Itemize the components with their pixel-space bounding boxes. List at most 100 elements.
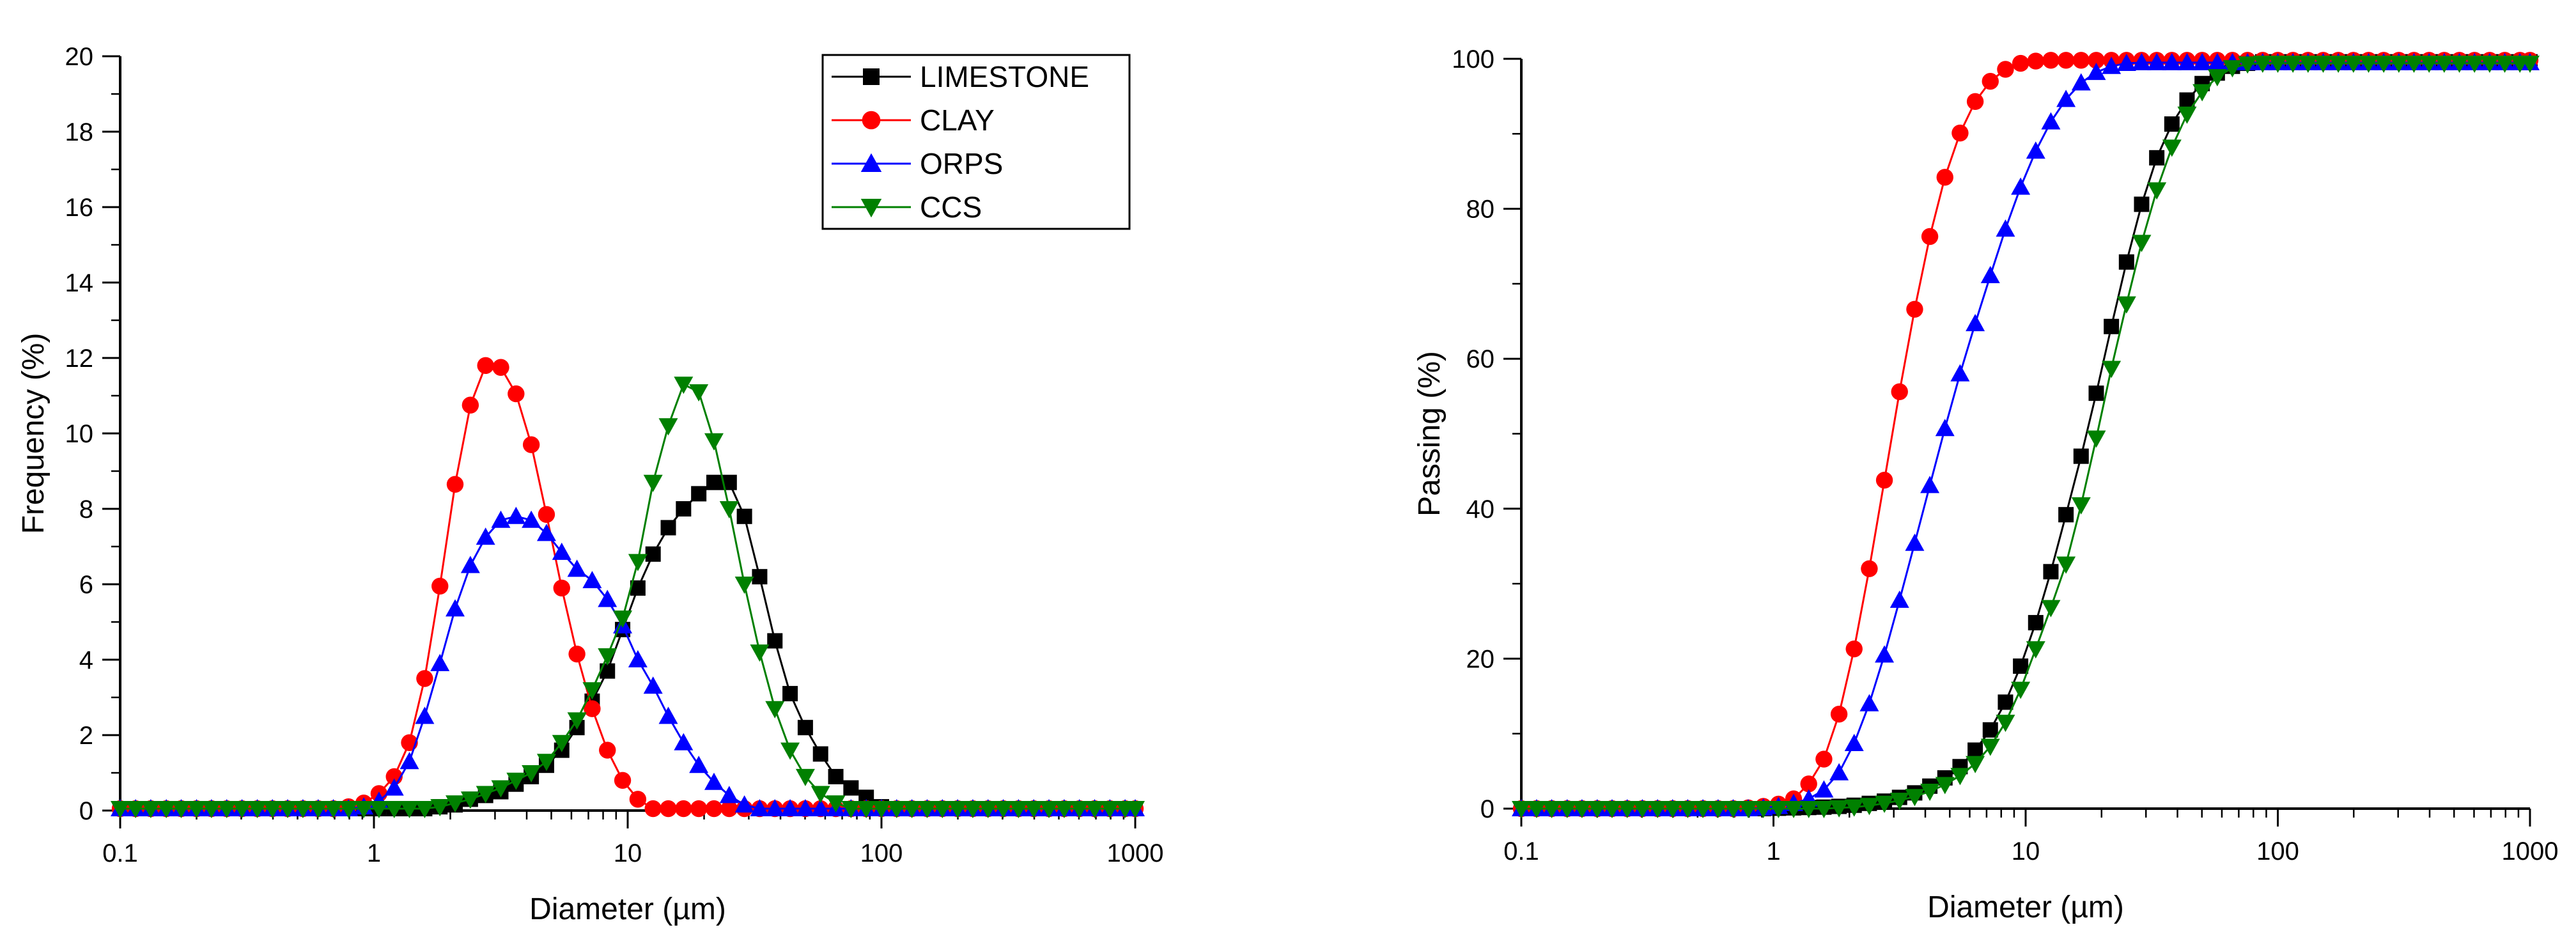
y-tick-label: 20	[65, 43, 94, 71]
data-point	[2012, 54, 2029, 72]
data-point	[384, 801, 404, 819]
data-point	[2374, 56, 2394, 74]
series-ccs	[111, 377, 1145, 819]
data-point	[492, 359, 509, 376]
data-point	[522, 765, 541, 782]
data-point	[2071, 497, 2091, 515]
data-point	[660, 520, 676, 536]
data-point	[1859, 798, 1879, 816]
y-tick-label: 18	[65, 118, 94, 146]
data-point	[536, 524, 556, 541]
data-point	[1950, 364, 1970, 382]
data-point	[1814, 780, 1834, 798]
data-point	[2042, 52, 2060, 69]
data-point	[734, 795, 754, 813]
data-point	[2238, 56, 2258, 74]
data-point	[2011, 177, 2031, 195]
data-point	[1830, 706, 1848, 723]
data-point	[2192, 52, 2212, 70]
data-point	[2071, 73, 2091, 91]
data-point	[1875, 472, 1893, 489]
data-point	[2313, 56, 2333, 74]
data-point	[141, 801, 160, 819]
data-point	[2026, 641, 2045, 659]
legend-item: CCS	[832, 190, 982, 224]
data-point	[598, 648, 617, 666]
legend-label: CLAY	[920, 104, 995, 137]
data-point	[416, 670, 433, 687]
legend-marker	[862, 111, 881, 130]
data-point	[599, 742, 616, 759]
data-point	[1891, 383, 1908, 401]
data-point	[2072, 52, 2090, 69]
data-point	[1526, 801, 1546, 818]
data-point	[2177, 106, 2197, 124]
data-point	[643, 676, 663, 694]
data-point	[446, 599, 465, 617]
data-point	[1935, 419, 1955, 437]
y-tick-label: 2	[79, 722, 93, 750]
data-point	[674, 377, 694, 394]
legend-marker	[863, 68, 880, 85]
data-point	[598, 589, 617, 607]
data-point	[582, 682, 602, 700]
data-point	[538, 506, 555, 524]
data-point	[2011, 681, 2031, 699]
data-point	[1996, 219, 2015, 237]
data-point	[2027, 52, 2044, 70]
data-point	[552, 542, 571, 560]
data-point	[308, 801, 328, 819]
data-point	[2223, 60, 2242, 78]
data-point	[1920, 784, 1940, 802]
data-point	[780, 742, 800, 760]
data-point	[1920, 476, 1940, 493]
data-point	[2434, 56, 2454, 74]
data-point	[660, 800, 677, 818]
data-point	[797, 720, 813, 736]
data-point	[567, 559, 587, 577]
x-tick-label: 10	[2012, 837, 2040, 866]
data-point	[536, 754, 556, 772]
data-point	[674, 733, 694, 750]
data-point	[2116, 54, 2136, 72]
data-point	[460, 555, 480, 573]
data-point	[126, 801, 146, 819]
data-point	[187, 801, 206, 819]
data-point	[1967, 742, 1983, 758]
x-tick-label: 1000	[1107, 839, 1164, 867]
data-point	[339, 801, 359, 819]
y-tick-label: 80	[1466, 196, 1495, 224]
chart-1: 0.1 1 10 100 1000 0 2 4 6 8 10 12 14 16 18 20 Diameter (…	[17, 43, 1163, 926]
data-point	[767, 633, 783, 649]
data-point	[1085, 801, 1105, 819]
legend-marker	[860, 153, 882, 172]
x-axis-title: Diameter (µm)	[529, 892, 726, 926]
data-point	[843, 780, 859, 796]
data-point	[522, 436, 540, 453]
y-tick-label: 16	[65, 194, 94, 222]
data-point	[643, 474, 663, 492]
data-point	[506, 772, 526, 790]
y-tick-label: 10	[65, 420, 94, 448]
data-point	[1648, 801, 1668, 818]
data-point	[263, 801, 283, 819]
data-point	[1845, 640, 1863, 658]
data-point	[993, 801, 1013, 819]
data-point	[2495, 56, 2515, 74]
x-tick-label: 1	[1766, 837, 1780, 866]
data-point	[1966, 93, 1984, 111]
data-point	[752, 569, 768, 585]
data-point	[628, 554, 648, 571]
data-point	[1708, 801, 1728, 818]
y-tick-label: 8	[79, 495, 93, 524]
legend-label: ORPS	[920, 147, 1003, 180]
data-point	[645, 546, 661, 562]
data-point	[826, 795, 846, 813]
data-point	[2058, 507, 2074, 523]
data-point	[2102, 56, 2122, 74]
data-point	[1693, 801, 1713, 818]
data-point	[323, 801, 343, 819]
data-point	[171, 801, 191, 819]
data-point	[1557, 801, 1577, 818]
data-point	[613, 610, 633, 628]
